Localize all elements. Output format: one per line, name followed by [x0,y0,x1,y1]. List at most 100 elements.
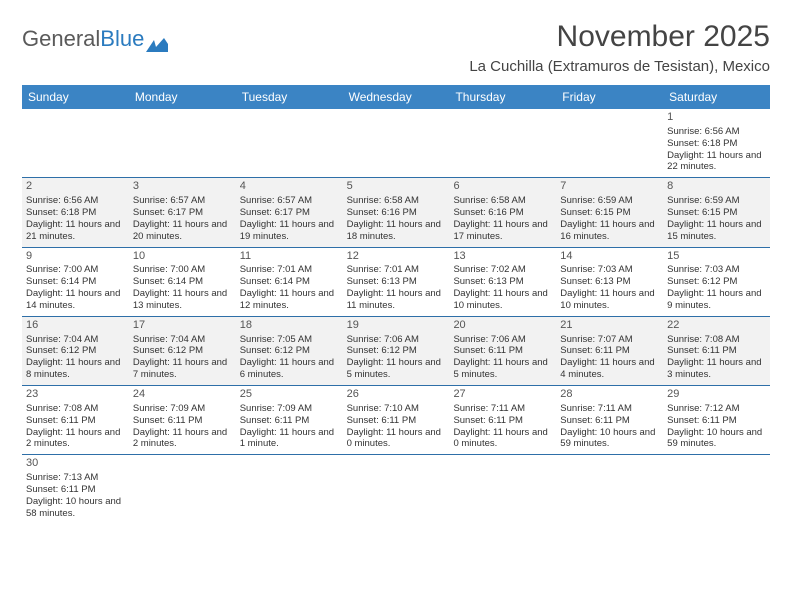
calendar-week: 16Sunrise: 7:04 AMSunset: 6:12 PMDayligh… [22,317,770,386]
sunset-text: Sunset: 6:11 PM [347,415,446,427]
calendar-day: 18Sunrise: 7:05 AMSunset: 6:12 PMDayligh… [236,317,343,385]
sunset-text: Sunset: 6:14 PM [240,276,339,288]
daylight-text: Daylight: 10 hours and 59 minutes. [667,427,766,451]
sunset-text: Sunset: 6:11 PM [26,415,125,427]
sunrise-text: Sunrise: 7:11 AM [560,403,659,415]
sunrise-text: Sunrise: 7:13 AM [26,472,125,484]
calendar-day: 14Sunrise: 7:03 AMSunset: 6:13 PMDayligh… [556,248,663,316]
day-number: 9 [26,250,125,264]
sunrise-text: Sunrise: 6:57 AM [133,195,232,207]
calendar-day: 26Sunrise: 7:10 AMSunset: 6:11 PMDayligh… [343,386,450,454]
sunset-text: Sunset: 6:12 PM [667,276,766,288]
weekday-label: Sunday [22,85,129,109]
weekday-label: Saturday [663,85,770,109]
sunrise-text: Sunrise: 7:11 AM [453,403,552,415]
sunrise-text: Sunrise: 6:56 AM [667,126,766,138]
day-number: 24 [133,388,232,402]
daylight-text: Daylight: 11 hours and 3 minutes. [667,357,766,381]
sunrise-text: Sunrise: 6:58 AM [347,195,446,207]
sunrise-text: Sunrise: 7:07 AM [560,334,659,346]
calendar-day: 12Sunrise: 7:01 AMSunset: 6:13 PMDayligh… [343,248,450,316]
daylight-text: Daylight: 11 hours and 4 minutes. [560,357,659,381]
daylight-text: Daylight: 11 hours and 8 minutes. [26,357,125,381]
daylight-text: Daylight: 11 hours and 16 minutes. [560,219,659,243]
sunrise-text: Sunrise: 7:05 AM [240,334,339,346]
sunset-text: Sunset: 6:12 PM [133,345,232,357]
month-title: November 2025 [469,20,770,54]
empty-cell [343,455,450,523]
calendar-day: 17Sunrise: 7:04 AMSunset: 6:12 PMDayligh… [129,317,236,385]
empty-cell [343,109,450,177]
daylight-text: Daylight: 11 hours and 13 minutes. [133,288,232,312]
sunset-text: Sunset: 6:13 PM [347,276,446,288]
logo-text-1: General [22,26,100,52]
sunset-text: Sunset: 6:18 PM [26,207,125,219]
day-number: 14 [560,250,659,264]
sunset-text: Sunset: 6:15 PM [560,207,659,219]
daylight-text: Daylight: 10 hours and 58 minutes. [26,496,125,520]
day-number: 27 [453,388,552,402]
calendar-day: 7Sunrise: 6:59 AMSunset: 6:15 PMDaylight… [556,178,663,246]
weekday-label: Thursday [449,85,556,109]
sunrise-text: Sunrise: 7:00 AM [133,264,232,276]
empty-cell [236,455,343,523]
calendar-day: 24Sunrise: 7:09 AMSunset: 6:11 PMDayligh… [129,386,236,454]
daylight-text: Daylight: 11 hours and 12 minutes. [240,288,339,312]
weekday-label: Monday [129,85,236,109]
daylight-text: Daylight: 11 hours and 17 minutes. [453,219,552,243]
sunrise-text: Sunrise: 7:03 AM [667,264,766,276]
sunrise-text: Sunrise: 6:57 AM [240,195,339,207]
daylight-text: Daylight: 11 hours and 11 minutes. [347,288,446,312]
sunset-text: Sunset: 6:13 PM [560,276,659,288]
sunrise-text: Sunrise: 6:59 AM [560,195,659,207]
day-number: 17 [133,319,232,333]
sunset-text: Sunset: 6:14 PM [26,276,125,288]
sunset-text: Sunset: 6:14 PM [133,276,232,288]
day-number: 3 [133,180,232,194]
empty-cell [556,109,663,177]
sunrise-text: Sunrise: 7:10 AM [347,403,446,415]
day-number: 23 [26,388,125,402]
calendar-day: 23Sunrise: 7:08 AMSunset: 6:11 PMDayligh… [22,386,129,454]
calendar-day: 11Sunrise: 7:01 AMSunset: 6:14 PMDayligh… [236,248,343,316]
calendar: SundayMondayTuesdayWednesdayThursdayFrid… [22,85,770,524]
calendar-day: 30Sunrise: 7:13 AMSunset: 6:11 PMDayligh… [22,455,129,523]
empty-cell [129,455,236,523]
calendar-day: 15Sunrise: 7:03 AMSunset: 6:12 PMDayligh… [663,248,770,316]
daylight-text: Daylight: 11 hours and 10 minutes. [453,288,552,312]
day-number: 2 [26,180,125,194]
calendar-day: 2Sunrise: 6:56 AMSunset: 6:18 PMDaylight… [22,178,129,246]
sunset-text: Sunset: 6:11 PM [453,415,552,427]
calendar-day: 29Sunrise: 7:12 AMSunset: 6:11 PMDayligh… [663,386,770,454]
daylight-text: Daylight: 11 hours and 21 minutes. [26,219,125,243]
title-block: November 2025 La Cuchilla (Extramuros de… [469,20,770,75]
day-number: 5 [347,180,446,194]
daylight-text: Daylight: 11 hours and 0 minutes. [347,427,446,451]
sunrise-text: Sunrise: 6:56 AM [26,195,125,207]
sunset-text: Sunset: 6:11 PM [560,345,659,357]
sunrise-text: Sunrise: 7:06 AM [347,334,446,346]
sunset-text: Sunset: 6:17 PM [133,207,232,219]
sunset-text: Sunset: 6:12 PM [26,345,125,357]
day-number: 10 [133,250,232,264]
empty-cell [22,109,129,177]
sunrise-text: Sunrise: 7:08 AM [667,334,766,346]
sunrise-text: Sunrise: 6:58 AM [453,195,552,207]
calendar-day: 19Sunrise: 7:06 AMSunset: 6:12 PMDayligh… [343,317,450,385]
daylight-text: Daylight: 11 hours and 2 minutes. [26,427,125,451]
sunset-text: Sunset: 6:11 PM [133,415,232,427]
sunrise-text: Sunrise: 7:01 AM [347,264,446,276]
calendar-day: 8Sunrise: 6:59 AMSunset: 6:15 PMDaylight… [663,178,770,246]
day-number: 4 [240,180,339,194]
sunrise-text: Sunrise: 7:04 AM [26,334,125,346]
daylight-text: Daylight: 11 hours and 18 minutes. [347,219,446,243]
day-number: 18 [240,319,339,333]
sunrise-text: Sunrise: 7:08 AM [26,403,125,415]
daylight-text: Daylight: 11 hours and 1 minute. [240,427,339,451]
sunrise-text: Sunrise: 7:00 AM [26,264,125,276]
sunrise-text: Sunrise: 7:12 AM [667,403,766,415]
day-number: 20 [453,319,552,333]
sunrise-text: Sunrise: 7:09 AM [240,403,339,415]
day-number: 22 [667,319,766,333]
calendar-week: 23Sunrise: 7:08 AMSunset: 6:11 PMDayligh… [22,386,770,455]
